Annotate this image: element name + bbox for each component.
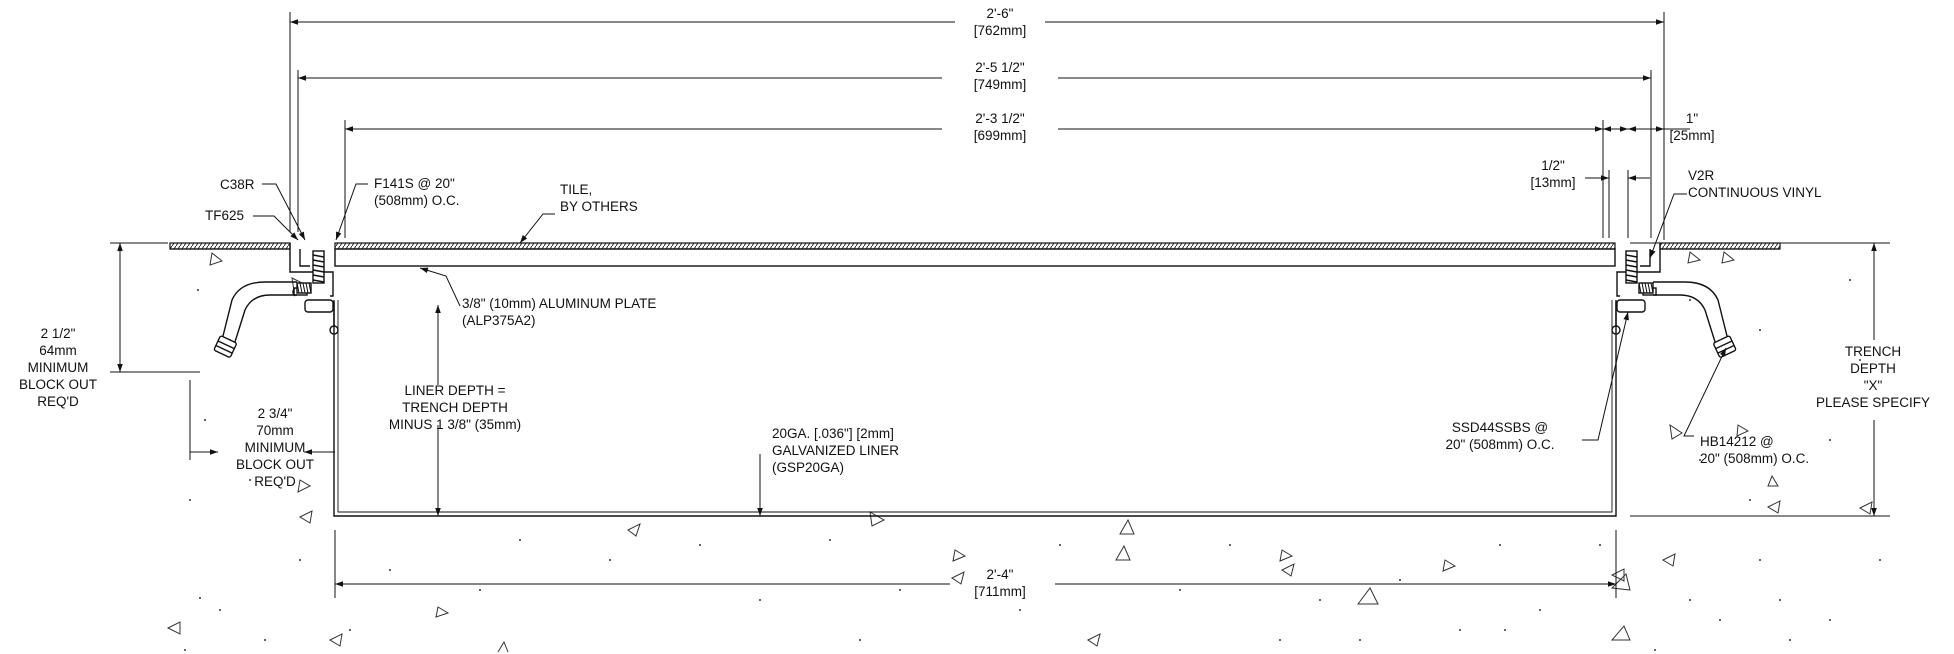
label-plate-line1: 3/8" (10mm) ALUMINUM PLATE bbox=[462, 296, 656, 311]
liner-depth-line3: MINUS 1 3/8" (35mm) bbox=[389, 417, 521, 432]
label-ssd-line2: 20" (508mm) O.C. bbox=[1445, 437, 1554, 452]
dim-half-inch-metric: [13mm] bbox=[1530, 175, 1575, 190]
aluminum-plate bbox=[334, 248, 1616, 267]
label-v2r-line2: CONTINUOUS VINYL bbox=[1688, 185, 1822, 200]
dim-overall-imperial: 2'-6" bbox=[987, 6, 1014, 21]
leader-lines bbox=[253, 183, 1727, 516]
trench-depth-line2: DEPTH bbox=[1850, 361, 1896, 376]
left-blockout-line1: 2 1/2" bbox=[41, 326, 76, 341]
trench-depth-line4: PLEASE SPECIFY bbox=[1816, 395, 1930, 410]
dim-frame-imperial: 2'-5 1/2" bbox=[975, 60, 1025, 75]
trench-depth-line1: TRENCH bbox=[1845, 344, 1901, 359]
extension-lines bbox=[110, 12, 1890, 598]
label-c38r: C38R bbox=[220, 177, 255, 192]
callout-text: C38R TF625 F141S @ 20" (508mm) O.C. TILE… bbox=[205, 168, 1822, 475]
right-frame bbox=[1611, 243, 1737, 358]
dim-bottom-metric: [711mm] bbox=[974, 584, 1026, 599]
label-liner-line2: GALVANIZED LINER bbox=[772, 443, 899, 458]
floor-surface bbox=[169, 242, 1781, 250]
label-v2r-line1: V2R bbox=[1688, 168, 1715, 183]
label-tile-line1: TILE, bbox=[560, 182, 592, 197]
dim-one-inch-imperial: 1" bbox=[1686, 111, 1699, 126]
label-hb-line1: HB14212 @ bbox=[1700, 434, 1774, 449]
concrete-aggregate bbox=[166, 251, 1873, 653]
label-liner-line1: 20GA. [.036"] [2mm] bbox=[772, 426, 894, 441]
label-hb-line2: 20" (508mm) O.C. bbox=[1700, 451, 1809, 466]
dim-one-inch-metric: [25mm] bbox=[1669, 128, 1714, 143]
label-f141s-line2: (508mm) O.C. bbox=[374, 193, 460, 208]
bottom-blockout-line4: BLOCK OUT bbox=[236, 457, 314, 472]
callout-text-centered: 2 1/2" 64mm MINIMUM BLOCK OUT REQ'D 2 3/… bbox=[19, 326, 1930, 489]
galvanized-liner bbox=[333, 300, 1617, 517]
dim-overall-metric: [762mm] bbox=[974, 23, 1027, 38]
left-frame bbox=[213, 243, 339, 358]
label-f141s-line1: F141S @ 20" bbox=[374, 176, 455, 191]
left-blockout-line4: BLOCK OUT bbox=[19, 377, 97, 392]
liner-depth-line2: TRENCH DEPTH bbox=[402, 400, 508, 415]
dimension-lines bbox=[117, 19, 1877, 587]
liner-depth-line1: LINER DEPTH = bbox=[405, 383, 506, 398]
dim-opening-imperial: 2'-3 1/2" bbox=[975, 111, 1025, 126]
dim-half-inch-imperial: 1/2" bbox=[1541, 158, 1565, 173]
label-ssd-line1: SSD44SSBS @ bbox=[1452, 420, 1548, 435]
label-plate-line2: (ALP375A2) bbox=[462, 313, 536, 328]
dim-opening-metric: [699mm] bbox=[974, 128, 1027, 143]
bottom-blockout-line2: 70mm bbox=[256, 423, 294, 438]
concrete-specks bbox=[184, 279, 1881, 651]
trench-depth-line3: "X" bbox=[1864, 378, 1883, 393]
dimension-text: 2'-6" [762mm] 2'-5 1/2" [749mm] 2'-3 1/2… bbox=[974, 6, 1715, 599]
left-blockout-line5: REQ'D bbox=[37, 394, 79, 409]
bottom-blockout-line1: 2 3/4" bbox=[258, 406, 293, 421]
bottom-blockout-line3: MINIMUM bbox=[245, 440, 306, 455]
dim-bottom-imperial: 2'-4" bbox=[987, 567, 1014, 582]
dim-frame-metric: [749mm] bbox=[974, 77, 1027, 92]
bottom-blockout-line5: REQ'D bbox=[254, 474, 296, 489]
label-tf625: TF625 bbox=[205, 208, 244, 223]
label-liner-line3: (GSP20GA) bbox=[772, 460, 844, 475]
left-blockout-line3: MINIMUM bbox=[28, 360, 89, 375]
left-blockout-line2: 64mm bbox=[39, 343, 77, 358]
label-tile-line2: BY OTHERS bbox=[560, 199, 638, 214]
